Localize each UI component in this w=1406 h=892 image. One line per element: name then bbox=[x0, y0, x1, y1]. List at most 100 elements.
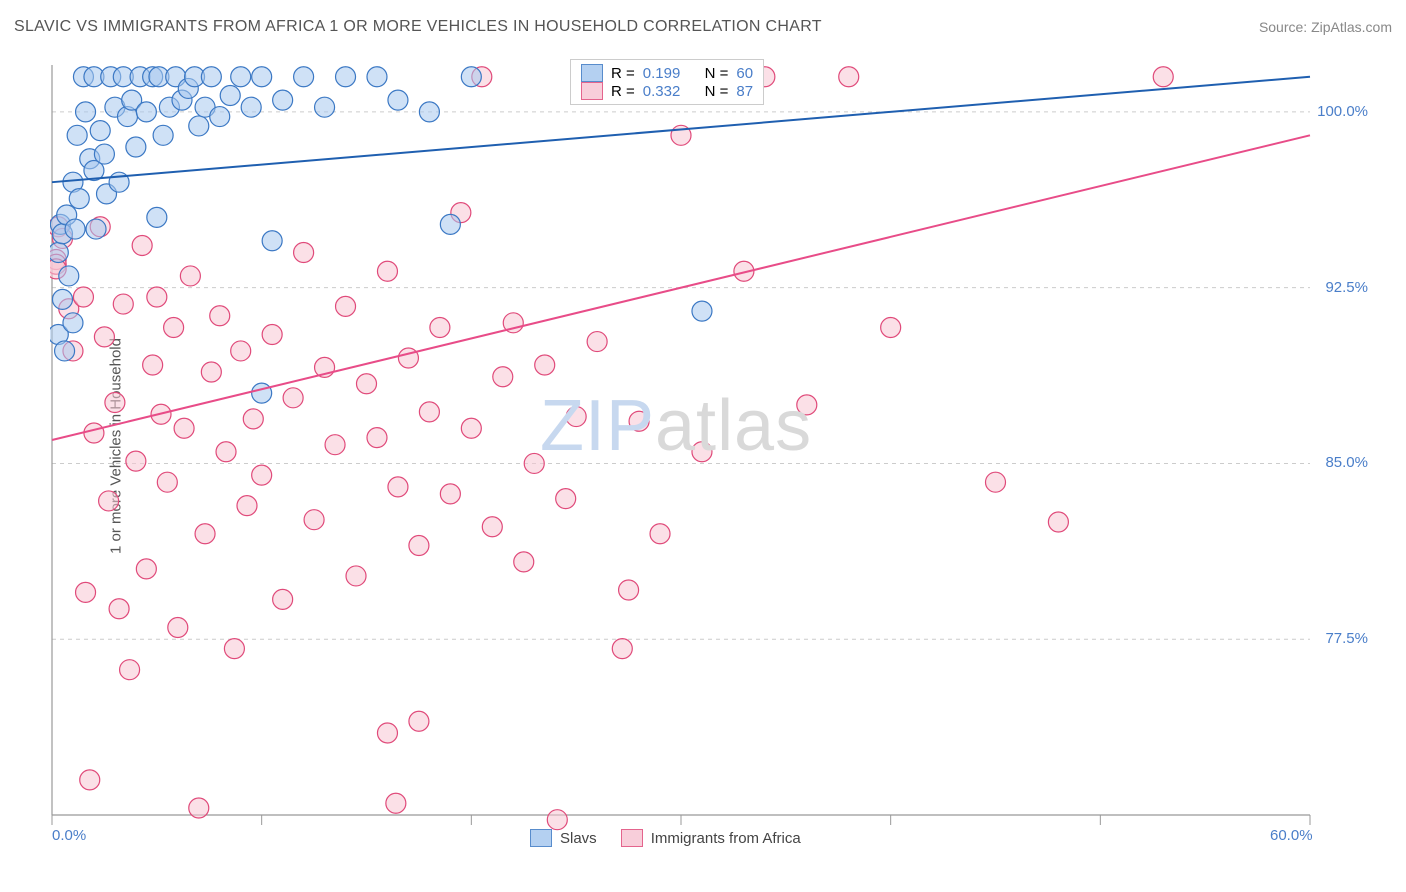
data-point bbox=[147, 207, 167, 227]
data-point bbox=[52, 289, 72, 309]
r-value: 0.332 bbox=[643, 83, 681, 100]
data-point bbox=[325, 435, 345, 455]
data-point bbox=[440, 484, 460, 504]
data-point bbox=[120, 660, 140, 680]
data-point bbox=[210, 107, 230, 127]
data-point bbox=[67, 125, 87, 145]
data-point bbox=[315, 97, 335, 117]
data-point bbox=[147, 287, 167, 307]
data-point bbox=[273, 90, 293, 110]
data-point bbox=[132, 235, 152, 255]
data-point bbox=[59, 266, 79, 286]
scatter-plot bbox=[50, 55, 1370, 845]
x-tick-label: 60.0% bbox=[1270, 827, 1313, 844]
data-point bbox=[357, 374, 377, 394]
data-point bbox=[84, 423, 104, 443]
data-point bbox=[109, 599, 129, 619]
data-point bbox=[986, 472, 1006, 492]
data-point bbox=[336, 67, 356, 87]
data-point bbox=[294, 243, 314, 263]
data-point bbox=[273, 589, 293, 609]
data-point bbox=[650, 524, 670, 544]
y-tick-label: 92.5% bbox=[1325, 279, 1368, 296]
data-point bbox=[587, 332, 607, 352]
data-point bbox=[612, 639, 632, 659]
data-point bbox=[461, 418, 481, 438]
legend-item: Immigrants from Africa bbox=[621, 829, 801, 847]
legend-swatch bbox=[581, 64, 603, 82]
legend-row: R = 0.199 N = 60 bbox=[581, 64, 753, 82]
data-point bbox=[86, 219, 106, 239]
data-point bbox=[409, 535, 429, 555]
legend-swatch bbox=[581, 82, 603, 100]
data-point bbox=[524, 453, 544, 473]
data-point bbox=[388, 477, 408, 497]
data-point bbox=[80, 770, 100, 790]
y-tick-label: 77.5% bbox=[1325, 630, 1368, 647]
data-point bbox=[1048, 512, 1068, 532]
data-point bbox=[231, 67, 251, 87]
data-point bbox=[76, 582, 96, 602]
n-value: 60 bbox=[736, 65, 753, 82]
data-point bbox=[252, 383, 272, 403]
data-point bbox=[113, 294, 133, 314]
source-label: Source: ZipAtlas.com bbox=[1259, 19, 1392, 35]
data-point bbox=[50, 243, 68, 263]
data-point bbox=[304, 510, 324, 530]
r-label: R = bbox=[611, 65, 635, 82]
data-point bbox=[409, 711, 429, 731]
data-point bbox=[493, 367, 513, 387]
data-point bbox=[237, 496, 257, 516]
trend-line bbox=[52, 135, 1310, 440]
data-point bbox=[692, 442, 712, 462]
x-tick-label: 0.0% bbox=[52, 827, 86, 844]
chart-area: ZIPatlas R = 0.199 N = 60 R = 0.332 N = … bbox=[50, 55, 1370, 845]
data-point bbox=[294, 67, 314, 87]
n-value: 87 bbox=[736, 83, 753, 100]
data-point bbox=[168, 618, 188, 638]
data-point bbox=[243, 409, 263, 429]
r-label: R = bbox=[611, 83, 635, 100]
series-legend: Slavs Immigrants from Africa bbox=[530, 829, 801, 847]
data-point bbox=[94, 144, 114, 164]
data-point bbox=[440, 214, 460, 234]
y-tick-label: 100.0% bbox=[1317, 103, 1368, 120]
data-point bbox=[252, 465, 272, 485]
data-point bbox=[153, 125, 173, 145]
data-point bbox=[157, 472, 177, 492]
correlation-legend: R = 0.199 N = 60 R = 0.332 N = 87 bbox=[570, 59, 764, 105]
data-point bbox=[143, 355, 163, 375]
data-point bbox=[547, 810, 567, 830]
data-point bbox=[619, 580, 639, 600]
legend-label: Immigrants from Africa bbox=[651, 830, 801, 847]
data-point bbox=[126, 451, 146, 471]
data-point bbox=[195, 524, 215, 544]
data-point bbox=[55, 341, 75, 361]
data-point bbox=[180, 266, 200, 286]
y-tick-label: 85.0% bbox=[1325, 454, 1368, 471]
data-point bbox=[63, 313, 83, 333]
data-point bbox=[881, 318, 901, 338]
legend-item: Slavs bbox=[530, 829, 597, 847]
data-point bbox=[386, 793, 406, 813]
data-point bbox=[367, 428, 387, 448]
legend-swatch bbox=[530, 829, 552, 847]
data-point bbox=[189, 798, 209, 818]
data-point bbox=[566, 407, 586, 427]
data-point bbox=[367, 67, 387, 87]
data-point bbox=[430, 318, 450, 338]
data-point bbox=[283, 388, 303, 408]
legend-row: R = 0.332 N = 87 bbox=[581, 82, 753, 100]
data-point bbox=[216, 442, 236, 462]
data-point bbox=[94, 327, 114, 347]
data-point bbox=[262, 231, 282, 251]
data-point bbox=[105, 393, 125, 413]
data-point bbox=[839, 67, 859, 87]
data-point bbox=[201, 362, 221, 382]
data-point bbox=[482, 517, 502, 537]
data-point bbox=[189, 116, 209, 136]
data-point bbox=[99, 491, 119, 511]
data-point bbox=[346, 566, 366, 586]
data-point bbox=[377, 723, 397, 743]
data-point bbox=[629, 411, 649, 431]
